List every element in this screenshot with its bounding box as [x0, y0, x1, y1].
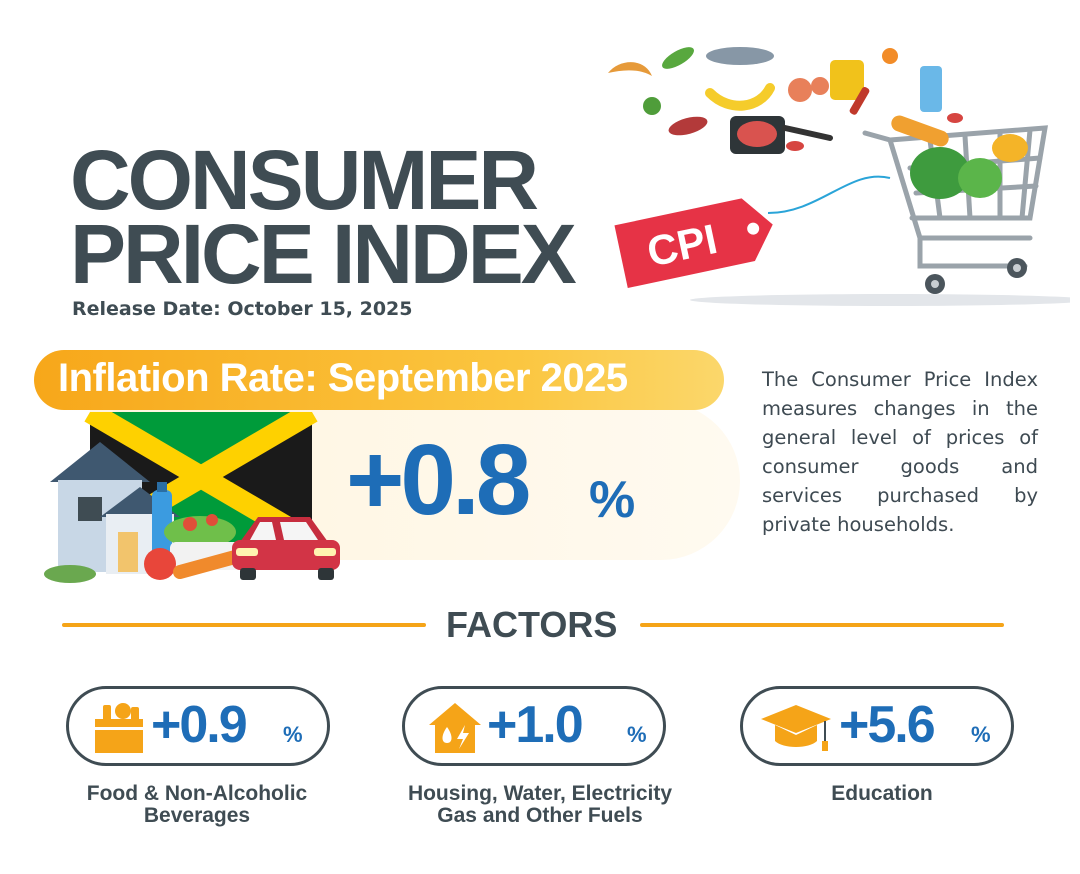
release-date: Release Date: October 15, 2025 — [72, 298, 413, 320]
factors-divider-right — [640, 623, 1004, 627]
graduation-cap-icon — [761, 705, 831, 751]
jamaica-household-illustration — [44, 412, 340, 583]
inflation-unit: % — [589, 471, 636, 529]
factor-label-housing: Housing, Water, Electricity Gas and Othe… — [385, 783, 695, 827]
factor-unit: % — [627, 722, 647, 747]
cpi-tag-icon: CPI — [614, 198, 773, 288]
factor-label-food: Food & Non-Alcoholic Beverages — [47, 783, 347, 827]
car-icon — [232, 517, 340, 580]
cpi-cart-illustration: CPI — [608, 47, 1070, 306]
factor-label-line: Gas and Other Fuels — [437, 804, 643, 827]
factor-label-line: Food & Non-Alcoholic — [86, 782, 308, 805]
house-utilities-icon — [429, 703, 481, 753]
house-icon — [44, 442, 180, 583]
inflation-label-pill — [34, 350, 724, 410]
factor-unit: % — [283, 722, 303, 747]
factor-label-line: Housing, Water, Electricity — [407, 782, 673, 805]
factor-label-line: Education — [831, 782, 933, 805]
cpi-description: The Consumer Price Index measures change… — [762, 368, 1038, 536]
factor-card-housing: +1.0 % — [402, 686, 666, 766]
factor-value: +0.9 — [151, 696, 248, 754]
inflation-label: Inflation Rate: September 2025 — [58, 356, 628, 400]
factors-divider-left — [62, 623, 426, 627]
factor-card-education: +5.6 % — [740, 686, 1014, 766]
factor-card-food: +0.9 % — [66, 686, 330, 766]
factor-value: +1.0 — [487, 696, 584, 754]
factor-label-line: Beverages — [143, 804, 251, 827]
grocery-bag-icon — [95, 703, 143, 753]
factor-unit: % — [971, 722, 991, 747]
factor-value: +5.6 — [839, 696, 936, 754]
inflation-value: +0.8 — [346, 424, 531, 536]
factors-heading: FACTORS — [446, 604, 618, 645]
factor-label-education: Education — [732, 783, 1032, 805]
page-title-line1: CONSUMER — [70, 133, 539, 227]
page-title-line2: PRICE INDEX — [70, 207, 577, 301]
